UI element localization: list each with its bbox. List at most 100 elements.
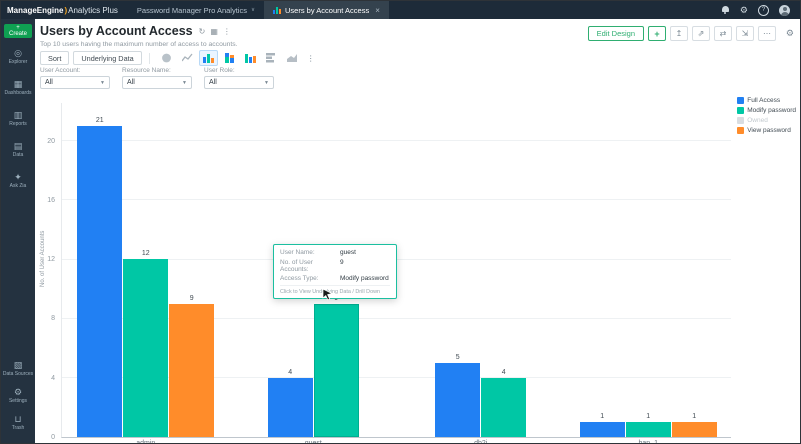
topbar-icons: ⚙ ? [721,4,800,16]
resource-name-select[interactable]: All ▼ [122,76,192,89]
x-axis-label: ban_1 [638,440,658,444]
underlying-data-button[interactable]: Underlying Data [73,51,142,65]
sidebar-item-explorer[interactable]: ◎ Explorer [5,48,32,65]
ask-zia-icon: ✦ [14,172,22,182]
chevron-down-icon: ▼ [100,79,105,86]
bar-db2i-modify-password[interactable] [481,377,527,437]
sort-button[interactable]: Sort [40,51,70,65]
tab-chart-icon [273,7,282,14]
gear-icon[interactable]: ⚙ [739,4,748,15]
product-name: Analytics Plus [68,5,118,15]
legend: Full Access Modify password Owned View pass… [737,97,796,134]
legend-swatch [737,127,745,134]
user-role-select[interactable]: All ▼ [204,76,274,89]
bar-value-label: 4 [501,368,506,376]
y-axis-tick-label: 4 [51,374,55,382]
legend-item-full-access[interactable]: Full Access [737,97,796,104]
bar-admin-full-access[interactable] [77,125,123,437]
cursor-icon [322,289,333,301]
legend-label: View password [747,127,791,134]
data-icon: ▤ [13,141,23,151]
legend-item-view-password[interactable]: View password [737,127,796,134]
sphere-icon[interactable] [157,50,176,66]
bar-ban-1-modify-password[interactable] [625,422,671,437]
refresh-icon[interactable]: ↻ [198,26,206,36]
bar-db2i-full-access[interactable] [435,362,481,437]
help-icon[interactable]: ? [758,4,769,16]
bar-value-label: 1 [692,413,697,421]
tab-users-by-account-access[interactable]: Users by Account Access × [264,1,389,19]
gridline [62,377,731,379]
bar-value-label: 12 [141,250,150,258]
y-axis-tick-label: 16 [47,196,55,204]
line-chart-icon[interactable] [178,50,197,66]
avatar[interactable] [779,4,790,16]
export-icon[interactable]: ↥ [670,26,688,41]
tab-active-label: Users by Account Access [285,5,370,15]
horizontal-bar-chart-icon[interactable] [262,50,281,66]
user-account-selected-value: All [45,79,53,86]
zoom-window-icon[interactable]: ⇲ [736,26,754,41]
sidebar-item-settings[interactable]: ⚙ Settings [9,387,27,404]
gridline [62,199,731,201]
area-chart-icon[interactable] [283,50,302,66]
tooltip-label: Access Type: [280,275,319,282]
legend-item-owned[interactable]: Owned [737,117,796,124]
chevron-down-icon[interactable]: ∨ [250,7,256,13]
sidebar-item-label: Reports [9,121,27,127]
plot-area: 21 12 9 admin 4 9 guest 5 4 db2i 1 1 1 ban_1 [61,103,731,443]
bar-ban-1-view-password[interactable] [671,422,717,437]
bar-value-label: 9 [189,294,194,302]
x-axis-label: admin [136,440,156,444]
bar-value-label: 4 [288,368,293,376]
page-title: Users by Account Access [40,24,193,38]
bar-guest-full-access[interactable] [267,377,313,437]
user-role-filter: User Role: All ▼ [204,67,274,89]
user-account-filter-label: User Account: [40,67,81,74]
bar-admin-modify-password[interactable] [123,259,169,437]
bar-admin-view-password[interactable] [169,303,215,437]
user-account-select[interactable]: All ▼ [40,76,110,89]
report-settings-gear-icon[interactable]: ⚙ [785,28,794,38]
bar-value-label: 1 [600,413,605,421]
y-axis-tick-label: 0 [51,434,55,441]
chart-toolbar: Sort Underlying Data ⋮ [40,50,318,66]
more-options-icon[interactable]: ⋯ [758,26,776,41]
sidebar-item-ask-zia[interactable]: ✦ Ask Zia [5,172,32,189]
sidebar-item-dashboards[interactable]: ▦ Dashboards [5,79,32,96]
legend-item-modify-password[interactable]: Modify password [737,107,796,114]
sidebar-item-label: Dashboards [4,90,32,96]
bar-value-label: 21 [95,116,104,124]
sidebar-item-trash[interactable]: ⊔ Trash [12,414,25,431]
close-icon[interactable]: × [375,5,380,15]
user-account-filter: User Account: All ▼ [40,67,110,89]
grid-view-icon[interactable]: ▦ [210,26,218,36]
legend-label: Full Access [747,97,781,104]
bar-ban-1-full-access[interactable] [579,422,625,437]
brand-name: ManageEngine [7,5,64,15]
sidebar-item-reports[interactable]: ▥ Reports [5,110,32,127]
user-role-selected-value: All [209,79,217,86]
sidebar-item-label: Trash [11,425,25,431]
publish-icon[interactable]: ⇗ [692,26,710,41]
title-more-icon[interactable]: ⋮ [222,26,231,36]
report-subtitle: Top 10 users having the maximum number o… [40,41,238,48]
create-button[interactable]: + Create [4,24,32,38]
edit-design-button[interactable]: Edit Design [587,26,644,41]
dashboards-icon: ▦ [13,79,23,89]
grouped-bar-chart-icon[interactable] [241,50,260,66]
share-icon[interactable]: ⇄ [714,26,732,41]
sidebar-item-label: Data Sources [2,371,34,377]
bell-icon[interactable] [721,5,730,15]
bar-chart-icon[interactable] [198,50,218,66]
tab-workspace[interactable]: Password Manager Pro Analytics ∨ [128,1,264,19]
chevron-down-icon: ▼ [182,79,187,86]
stacked-bar-chart-icon[interactable] [220,50,239,66]
sidebar-item-data[interactable]: ▤ Data [5,141,32,158]
reports-icon: ▥ [13,110,23,120]
sidebar-item-data-sources[interactable]: ▧ Data Sources [3,360,33,377]
x-axis-label: db2i [474,440,488,444]
more-chart-types-icon[interactable]: ⋮ [306,53,315,63]
add-chart-button[interactable]: + [648,26,666,41]
bar-guest-modify-password[interactable] [313,303,359,437]
